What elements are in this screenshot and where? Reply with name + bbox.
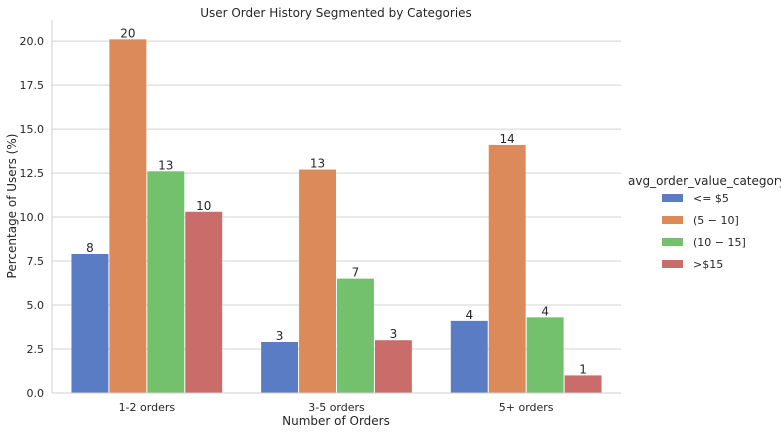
bar xyxy=(147,171,185,393)
x-tick-labels: 1-2 orders 3-5 orders 5+ orders xyxy=(119,401,554,414)
bar xyxy=(109,39,147,394)
legend-swatch xyxy=(662,260,683,268)
bar xyxy=(71,254,109,393)
x-tick-label: 1-2 orders xyxy=(119,401,176,414)
legend-label: >$15 xyxy=(693,258,723,271)
chart-title: User Order History Segmented by Categori… xyxy=(200,6,472,20)
bar-value-label: 4 xyxy=(465,308,473,322)
y-tick-label: 15.0 xyxy=(20,123,45,136)
bar-value-label: 20 xyxy=(120,26,135,40)
legend-label: <= $5 xyxy=(693,192,729,205)
bar-value-label: 3 xyxy=(390,327,398,341)
y-tick-label: 10.0 xyxy=(20,211,45,224)
bar-value-label: 10 xyxy=(196,199,211,213)
bar-value-label: 4 xyxy=(541,304,549,318)
bar xyxy=(564,375,602,393)
bar-value-label: 3 xyxy=(276,329,284,343)
bar-value-label: 7 xyxy=(352,266,360,280)
legend-label: (10 − 15] xyxy=(693,236,746,249)
legend-swatch xyxy=(662,238,683,246)
legend-title: avg_order_value_category xyxy=(628,174,781,188)
y-tick-label: 2.5 xyxy=(27,343,45,356)
legend-swatch xyxy=(662,216,683,224)
bar xyxy=(299,169,336,393)
bar xyxy=(185,211,223,393)
y-tick-label: 12.5 xyxy=(20,167,45,180)
bar-value-label: 13 xyxy=(310,157,325,171)
legend: avg_order_value_category <= $5 (5 − 10] (1… xyxy=(628,174,781,271)
legend-label: (5 − 10] xyxy=(693,214,739,227)
legend-swatch xyxy=(662,194,683,202)
y-axis-label: Percentage of Users (%) xyxy=(5,134,19,279)
x-tick-label: 3-5 orders xyxy=(308,401,365,414)
bar xyxy=(261,341,299,393)
bar xyxy=(488,144,526,393)
axes xyxy=(51,20,621,394)
bar xyxy=(526,317,564,393)
bars: 8 20 13 10 3 13 7 3 4 14 4 1 xyxy=(71,26,602,394)
bar xyxy=(374,340,412,393)
bar-value-label: 8 xyxy=(86,241,94,255)
bar-value-label: 13 xyxy=(158,158,173,172)
y-tick-label: 20.0 xyxy=(20,35,45,48)
bar-value-label: 1 xyxy=(579,362,587,376)
y-tick-labels: 0.0 2.5 5.0 7.5 10.0 12.5 15.0 17.5 20.0 xyxy=(20,35,45,400)
bar xyxy=(337,278,374,393)
bar xyxy=(450,320,488,393)
x-axis-label: Number of Orders xyxy=(282,414,390,428)
y-tick-label: 0.0 xyxy=(27,387,45,400)
bar-value-label: 14 xyxy=(500,132,515,146)
y-tick-label: 17.5 xyxy=(20,79,45,92)
x-tick-label: 5+ orders xyxy=(499,401,554,414)
y-tick-label: 7.5 xyxy=(27,255,45,268)
grid-lines xyxy=(52,40,621,350)
y-tick-label: 5.0 xyxy=(27,299,45,312)
